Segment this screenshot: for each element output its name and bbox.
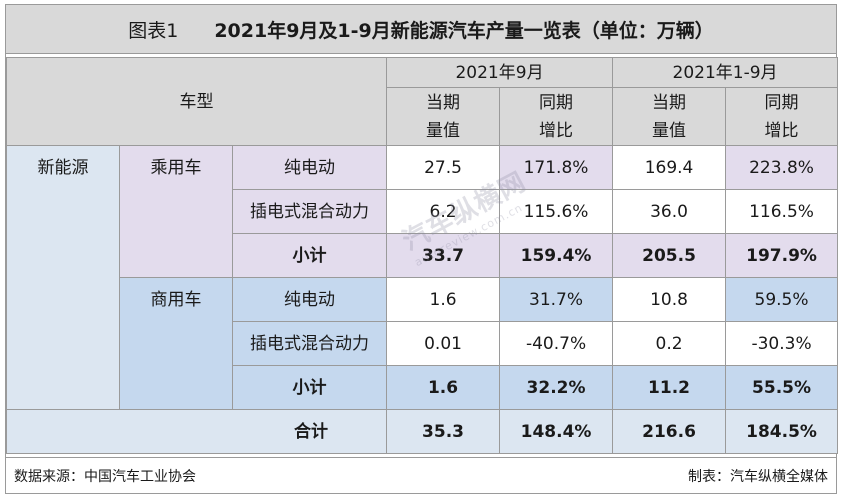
cell-sep-value: 35.3	[386, 409, 501, 454]
cell-sep-growth: -40.7%	[499, 321, 614, 366]
table-row-total: 合计 35.3 148.4% 216.6 184.5%	[5, 409, 839, 454]
cell-ytd-growth: 116.5%	[725, 189, 839, 234]
cell-ytd-value: 10.8	[612, 277, 727, 322]
table-row: 插电式混合动力 6.2 115.6% 36.0 116.5%	[7, 189, 839, 234]
table-row: 新能源 乘用车 纯电动 27.5 171.8% 169.4 223.8%	[6, 145, 839, 410]
table-row: 商用车 纯电动 1.6 31.7% 10.8 59.5%	[7, 277, 839, 410]
table-footer: 数据来源：中国汽车工业协会 制表：汽车纵横全媒体	[6, 457, 836, 494]
subtotal-label: 小计	[231, 233, 388, 278]
cell-ytd-growth: 59.5%	[725, 277, 839, 322]
cell-sep-growth: 148.4%	[499, 409, 614, 454]
cell-sep-value: 6.2	[386, 189, 501, 234]
table-row-subtotal: 小计 1.6 32.2% 11.2 55.5%	[7, 365, 839, 410]
cell-ytd-growth: 184.5%	[725, 409, 839, 454]
cell-ytd-value: 0.2	[612, 321, 727, 366]
cell-sep-value: 1.6	[386, 277, 501, 322]
cell-sep-growth: 171.8%	[499, 145, 614, 190]
cell-ytd-growth: 197.9%	[725, 233, 839, 278]
cell-sep-growth: 31.7%	[499, 277, 614, 322]
header-period-sep: 2021年9月	[386, 57, 614, 88]
cell-ytd-value: 216.6	[612, 409, 727, 454]
table-row: 插电式混合动力 0.01 -40.7% 0.2 -30.3%	[7, 321, 839, 366]
cell-ytd-value: 36.0	[612, 189, 727, 234]
table-frame: 图表1 2021年9月及1-9月新能源汽车产量一览表（单位：万辆） 车型 202…	[5, 4, 839, 494]
header-sep-growth: 同期 增比	[499, 87, 614, 146]
table-maker: 制表：汽车纵横全媒体	[688, 469, 828, 485]
row-type: 纯电动	[231, 277, 388, 322]
row-type: 插电式混合动力	[231, 189, 388, 234]
table-row-subtotal: 小计 33.7 159.4% 205.5 197.9%	[7, 233, 839, 278]
row-type: 插电式混合动力	[231, 321, 388, 366]
cell-sep-growth: 115.6%	[499, 189, 614, 234]
cell-ytd-growth: 55.5%	[725, 365, 839, 410]
header-sep-value: 当期 量值	[386, 87, 501, 146]
group-name-passenger: 乘用车	[119, 145, 233, 278]
header-ytd-value: 当期 量值	[612, 87, 727, 146]
header-ytd-growth: 同期 增比	[725, 87, 839, 146]
group-name-commercial: 商用车	[119, 277, 233, 410]
cell-sep-value: 27.5	[386, 145, 501, 190]
total-label: 合计	[5, 409, 388, 454]
row-type: 纯电动	[231, 145, 388, 190]
header-vehicle-type: 车型	[5, 57, 388, 146]
cell-sep-growth: 32.2%	[499, 365, 614, 410]
cell-sep-value: 33.7	[386, 233, 501, 278]
table-title-bar: 图表1 2021年9月及1-9月新能源汽车产量一览表（单位：万辆）	[6, 5, 836, 54]
cell-ytd-value: 169.4	[612, 145, 727, 190]
cell-ytd-growth: -30.3%	[725, 321, 839, 366]
subtotal-label: 小计	[231, 365, 388, 410]
cell-sep-value: 0.01	[386, 321, 501, 366]
cell-ytd-value: 11.2	[612, 365, 727, 410]
data-source: 数据来源：中国汽车工业协会	[14, 469, 196, 485]
cell-ytd-growth: 223.8%	[725, 145, 839, 190]
cell-sep-growth: 159.4%	[499, 233, 614, 278]
category-cell: 新能源	[6, 145, 120, 410]
header-period-ytd: 2021年1-9月	[612, 57, 839, 88]
cell-sep-value: 1.6	[386, 365, 501, 410]
table-title: 2021年9月及1-9月新能源汽车产量一览表（单位：万辆）	[214, 19, 714, 42]
figure-label: 图表1	[128, 19, 179, 42]
cell-ytd-value: 205.5	[612, 233, 727, 278]
production-table: 车型 2021年9月 2021年1-9月 当期 量值 同期 增比 当期 量值 同期 增比…	[5, 57, 839, 454]
